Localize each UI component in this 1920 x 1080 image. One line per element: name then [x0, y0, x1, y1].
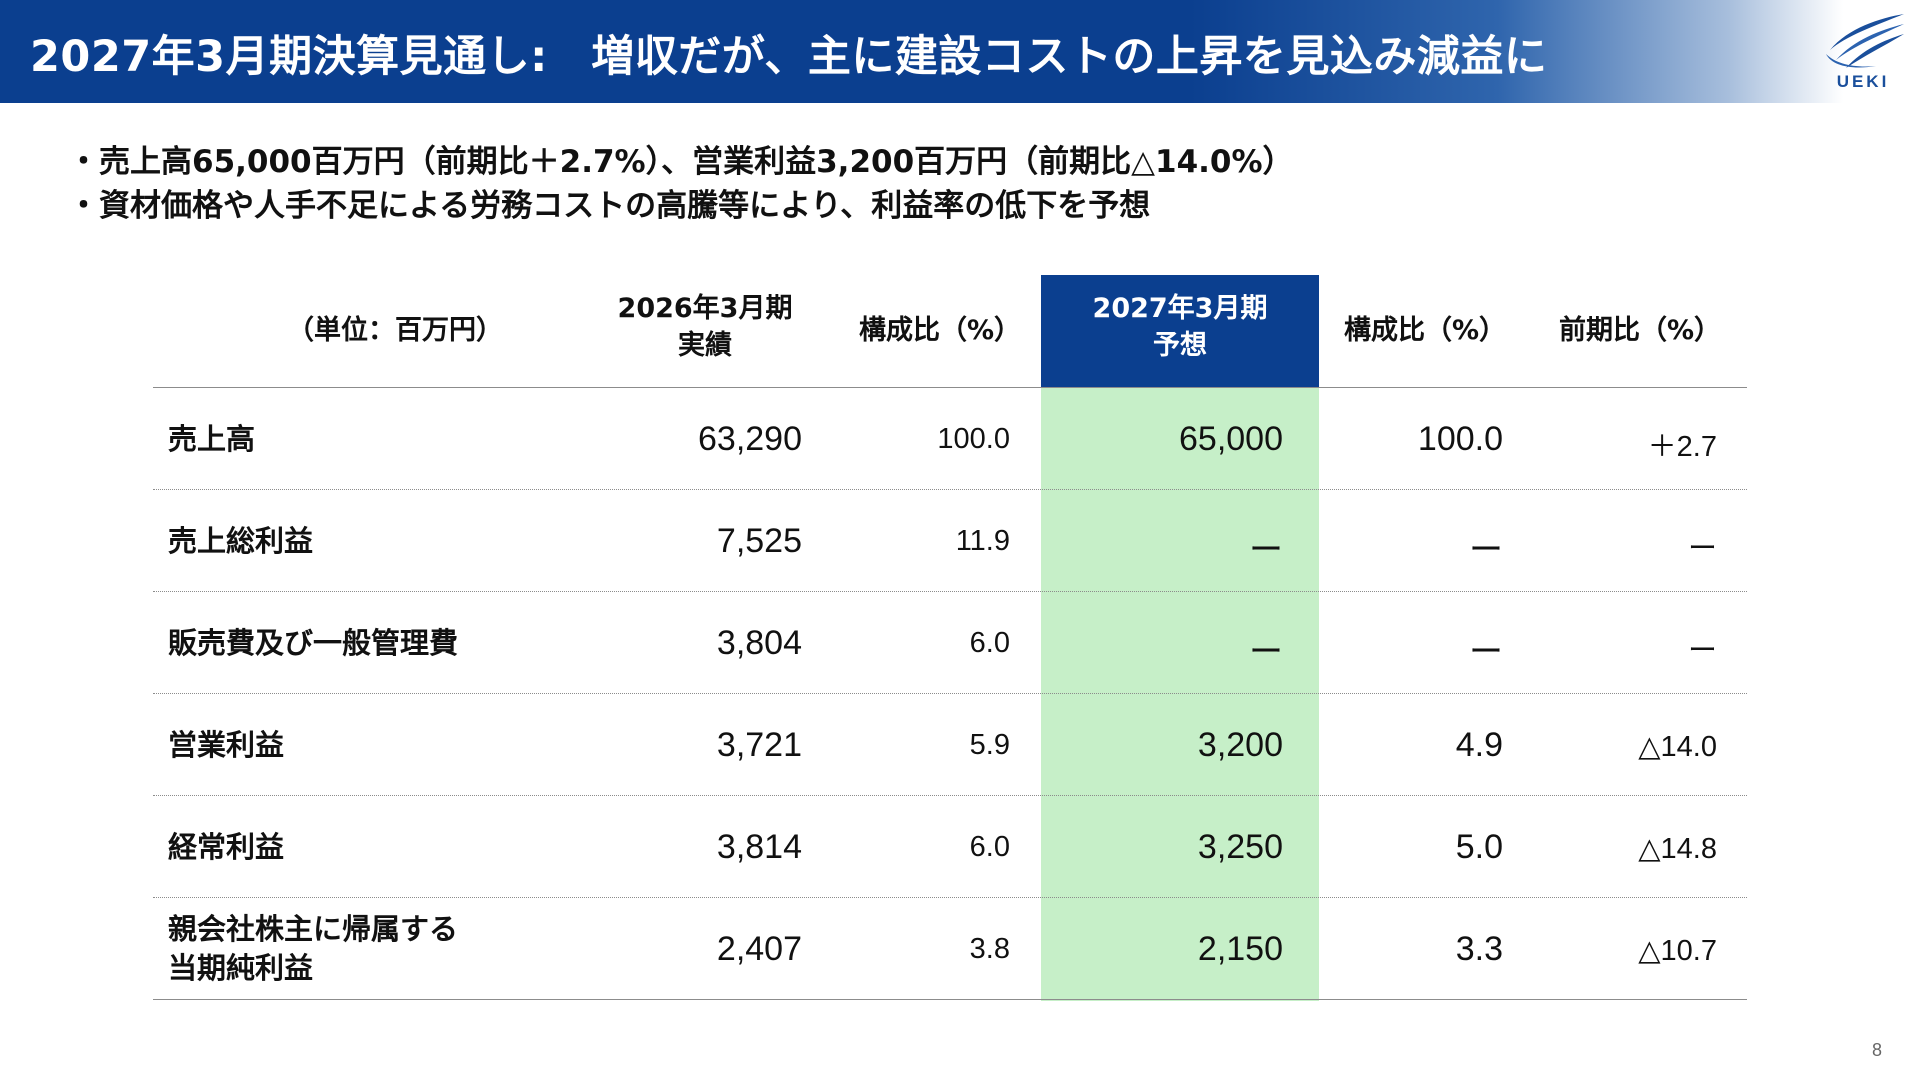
page-number: 8 [1872, 1040, 1883, 1060]
row-label-net-income-line1: 親会社株主に帰属する [168, 912, 459, 946]
cell-operating-profit-ratio-2026: 5.9 [969, 729, 1010, 761]
table-header-rule [153, 387, 1747, 388]
cell-ordinary-profit-fy2027: 3,250 [1197, 828, 1283, 866]
col-header-fy2026-line1: 2026年3月期 [617, 293, 793, 324]
cell-sga-yoy: ー [1687, 635, 1717, 667]
cell-gross-profit-ratio-2026: 11.9 [955, 525, 1010, 557]
cell-net-income-ratio-2026: 3.8 [969, 933, 1010, 965]
row-divider [153, 591, 1747, 592]
cell-sga-fy2027: ー [1249, 633, 1283, 671]
col-header-yoy: 前期比（%） [1558, 315, 1722, 346]
cell-net-income-yoy: △10.7 [1638, 935, 1717, 967]
cell-operating-profit-yoy: △14.0 [1638, 731, 1717, 763]
row-divider [153, 897, 1747, 898]
row-label-net-sales: 売上高 [168, 422, 256, 456]
row-label-ordinary-profit: 経常利益 [168, 830, 285, 864]
ueki-wave-logo-icon: UEKI [1818, 10, 1908, 96]
cell-sga-ratio-2027: ー [1469, 633, 1503, 671]
cell-net-sales-ratio-2026: 100.0 [937, 423, 1010, 455]
cell-gross-profit-fy2026: 7,525 [716, 522, 802, 560]
slide-title: 2027年3月期決算見通し: 増収だが、主に建設コストの上昇を見込み減益に [30, 32, 1548, 82]
row-label-net-income-line2: 当期純利益 [168, 951, 314, 985]
row-label-operating-profit: 営業利益 [168, 728, 285, 762]
table-bottom-rule [153, 999, 1747, 1000]
col-header-fy2026-line2: 実績 [678, 330, 732, 361]
cell-net-sales-fy2026: 63,290 [698, 420, 802, 458]
cell-ordinary-profit-yoy: △14.8 [1638, 833, 1717, 865]
cell-gross-profit-fy2027: ー [1249, 531, 1283, 569]
slide-header: 2027年3月期決算見通し: 増収だが、主に建設コストの上昇を見込み減益に UE… [0, 0, 1920, 103]
row-label-net-income: 親会社株主に帰属する 当期純利益 [168, 910, 458, 988]
unit-label: （単位：百万円） [287, 315, 503, 346]
row-divider [153, 693, 1747, 694]
col-header-fy2027: 2027年3月期 予想 [1041, 290, 1319, 364]
forecast-column-highlight [1041, 275, 1319, 1001]
cell-sga-fy2026: 3,804 [716, 624, 802, 662]
cell-net-income-fy2027: 2,150 [1197, 930, 1283, 968]
cell-ordinary-profit-fy2026: 3,814 [716, 828, 802, 866]
cell-net-income-ratio-2027: 3.3 [1455, 930, 1503, 968]
cell-net-sales-ratio-2027: 100.0 [1417, 420, 1503, 458]
row-divider [153, 795, 1747, 796]
col-header-fy2027-line2: 予想 [1153, 330, 1207, 361]
cell-gross-profit-ratio-2027: ー [1469, 531, 1503, 569]
col-header-fy2026: 2026年3月期 実績 [575, 290, 835, 364]
bullet-revenue: ・売上高65,000百万円（前期比＋2.7%）、営業利益3,200百万円（前期比… [68, 144, 1294, 180]
row-label-gross-profit: 売上総利益 [168, 524, 314, 558]
cell-ordinary-profit-ratio-2026: 6.0 [969, 831, 1010, 863]
cell-operating-profit-fy2027: 3,200 [1197, 726, 1283, 764]
summary-bullets: ・売上高65,000百万円（前期比＋2.7%）、営業利益3,200百万円（前期比… [68, 140, 1294, 228]
col-header-ratio-2026: 構成比（%） [858, 315, 1022, 346]
cell-net-income-fy2026: 2,407 [716, 930, 802, 968]
logo-text: UEKI [1836, 72, 1890, 91]
row-label-sga: 販売費及び一般管理費 [168, 626, 459, 660]
forecast-header-highlight [1041, 275, 1319, 387]
cell-ordinary-profit-ratio-2027: 5.0 [1455, 828, 1503, 866]
col-header-ratio-2027: 構成比（%） [1343, 315, 1507, 346]
bullet-cost: ・資材価格や人手不足による労務コストの高騰等により、利益率の低下を予想 [68, 188, 1151, 224]
cell-operating-profit-fy2026: 3,721 [716, 726, 802, 764]
row-divider [153, 489, 1747, 490]
cell-sga-ratio-2026: 6.0 [969, 627, 1010, 659]
cell-net-sales-yoy: ＋2.7 [1647, 431, 1717, 463]
col-header-fy2027-line1: 2027年3月期 [1092, 293, 1268, 324]
cell-net-sales-fy2027: 65,000 [1179, 420, 1283, 458]
cell-gross-profit-yoy: ー [1687, 533, 1717, 565]
cell-operating-profit-ratio-2027: 4.9 [1455, 726, 1503, 764]
